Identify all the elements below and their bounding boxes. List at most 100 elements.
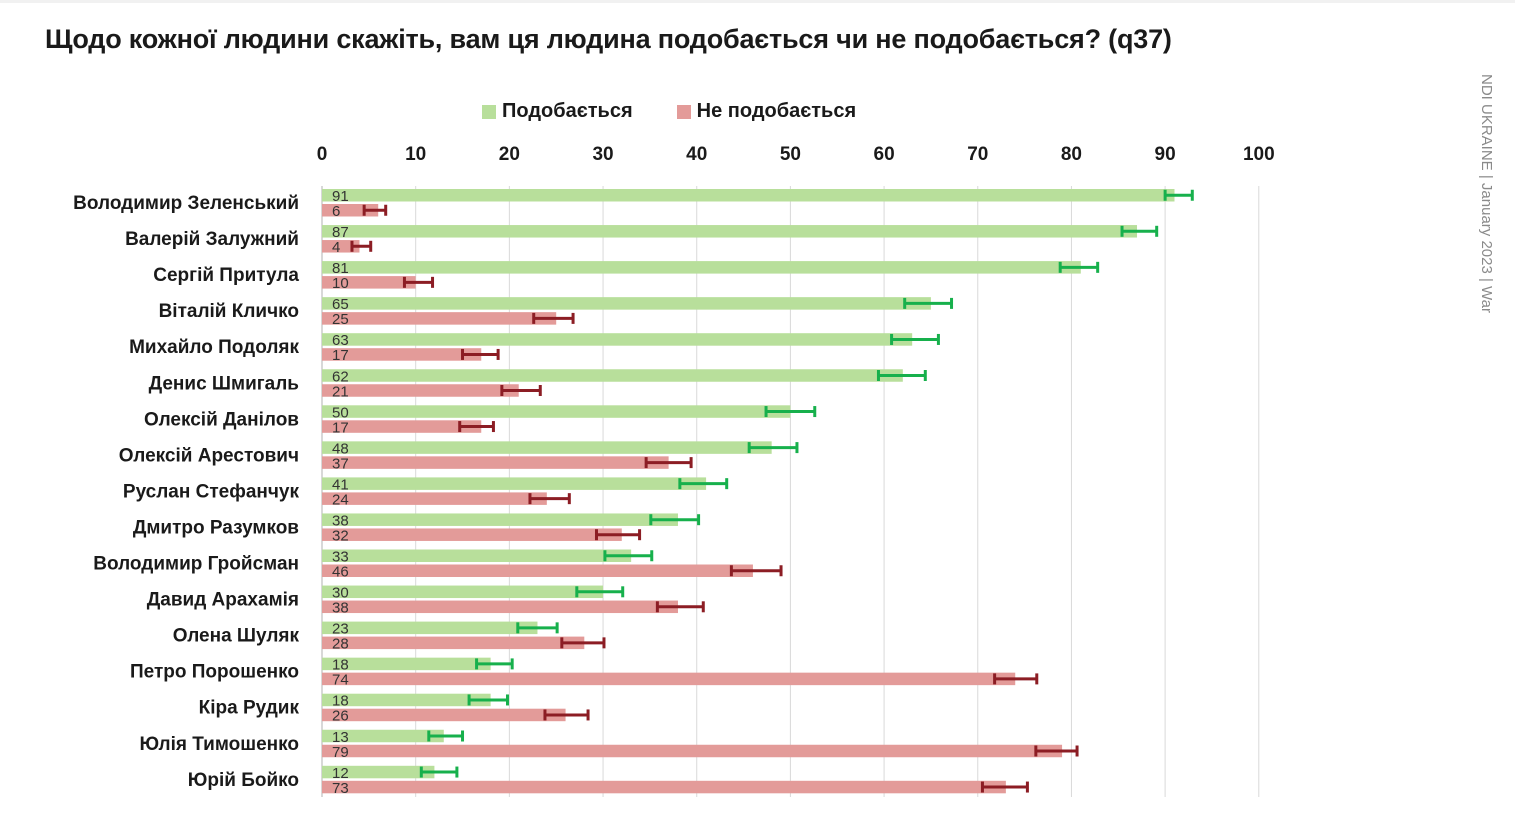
data-label-like: 81 bbox=[332, 260, 349, 277]
bar-like bbox=[322, 621, 538, 635]
x-tick-label: 70 bbox=[967, 144, 988, 165]
bar-dislike bbox=[322, 456, 669, 469]
data-label-dislike: 21 bbox=[332, 383, 349, 400]
data-label-dislike: 37 bbox=[332, 455, 349, 472]
legend-label-dislike: Не подобається bbox=[696, 100, 857, 122]
bar-dislike bbox=[322, 384, 519, 397]
x-tick-label: 100 bbox=[1243, 144, 1275, 165]
data-label-like: 23 bbox=[332, 621, 349, 638]
data-label-like: 18 bbox=[332, 657, 349, 674]
data-label-like: 18 bbox=[332, 693, 349, 710]
bar-like bbox=[322, 729, 444, 743]
legend-label-like: Подобається bbox=[502, 100, 633, 122]
category-label: Валерій Залужний bbox=[125, 229, 299, 250]
bar-like bbox=[322, 225, 1138, 238]
data-label-like: 87 bbox=[332, 224, 349, 241]
data-label-dislike: 38 bbox=[332, 600, 349, 617]
bar-like bbox=[322, 549, 632, 562]
data-label-dislike: 26 bbox=[332, 708, 349, 725]
bar-dislike bbox=[322, 528, 622, 541]
bar-like bbox=[322, 585, 604, 599]
category-label: Денис Шмигаль bbox=[149, 373, 299, 394]
data-label-like: 62 bbox=[332, 368, 349, 385]
x-tick-label: 30 bbox=[592, 144, 613, 165]
category-label: Юрій Бойко bbox=[188, 770, 299, 791]
x-tick-label: 20 bbox=[499, 144, 520, 165]
data-label-dislike: 32 bbox=[332, 527, 349, 544]
data-label-dislike: 28 bbox=[332, 636, 349, 653]
bar-dislike bbox=[322, 744, 1063, 758]
category-label: Давид Арахамія bbox=[147, 590, 299, 611]
bar-dislike bbox=[322, 348, 482, 361]
data-label-like: 63 bbox=[332, 332, 349, 349]
legend-swatch-like bbox=[482, 104, 496, 119]
bar-like bbox=[322, 369, 903, 382]
bar-like bbox=[322, 261, 1081, 274]
category-label: Володимир Зеленський bbox=[73, 193, 299, 214]
chart-title: Щодо кожної людини скажіть, вам ця людин… bbox=[45, 24, 1172, 54]
category-label: Володимир Гройсман bbox=[93, 554, 299, 575]
source-note: NDI UKRAINE | January 2023 | War bbox=[1478, 74, 1495, 313]
data-label-like: 50 bbox=[332, 404, 349, 421]
data-label-dislike: 17 bbox=[332, 347, 349, 364]
legend-swatch-dislike bbox=[676, 104, 691, 119]
data-label-dislike: 74 bbox=[332, 672, 349, 689]
data-label-like: 48 bbox=[332, 440, 349, 457]
bar-dislike bbox=[322, 672, 1016, 686]
data-label-dislike: 10 bbox=[332, 275, 349, 292]
bar-dislike bbox=[322, 240, 360, 253]
bar-dislike bbox=[322, 636, 585, 650]
category-label: Сергій Притула bbox=[153, 265, 299, 286]
category-label: Михайло Подоляк bbox=[129, 337, 299, 358]
bar-like bbox=[322, 333, 913, 346]
data-label-dislike: 17 bbox=[332, 419, 349, 436]
bar-like bbox=[322, 513, 678, 526]
data-label-like: 91 bbox=[332, 188, 349, 205]
category-label: Юлія Тимошенко bbox=[139, 734, 299, 755]
x-tick-label: 90 bbox=[1155, 144, 1176, 165]
data-label-dislike: 46 bbox=[332, 564, 349, 581]
x-tick-label: 60 bbox=[874, 144, 895, 165]
x-tick-label: 10 bbox=[405, 144, 426, 165]
data-label-like: 38 bbox=[332, 512, 349, 529]
bar-like bbox=[322, 477, 707, 490]
bar-dislike bbox=[322, 600, 678, 614]
bar-dislike bbox=[322, 276, 416, 289]
data-label-dislike: 24 bbox=[332, 491, 349, 508]
data-label-like: 13 bbox=[332, 729, 349, 746]
bar-like bbox=[322, 765, 435, 779]
legend-item-dislike: Не подобається bbox=[676, 100, 857, 123]
top-rule bbox=[0, 0, 1515, 3]
category-label: Руслан Стефанчук bbox=[123, 481, 300, 502]
data-label-like: 65 bbox=[332, 296, 349, 313]
legend-item-like: Подобається bbox=[482, 100, 633, 123]
category-label: Олексій Данілов bbox=[144, 409, 299, 430]
category-label: Олексій Арестович bbox=[119, 445, 299, 466]
bar-like bbox=[322, 441, 772, 454]
data-label-like: 30 bbox=[332, 585, 349, 602]
data-label-like: 41 bbox=[332, 476, 349, 493]
bar-dislike bbox=[322, 564, 753, 577]
data-label-like: 33 bbox=[332, 549, 349, 566]
data-label-dislike: 73 bbox=[332, 780, 349, 797]
bar-dislike bbox=[322, 492, 547, 505]
bar-dislike bbox=[322, 312, 557, 325]
data-label-dislike: 79 bbox=[332, 744, 349, 761]
x-tick-label: 40 bbox=[686, 144, 707, 165]
category-label: Кіра Рудик bbox=[199, 698, 300, 719]
bar-like bbox=[322, 405, 791, 418]
bar-dislike bbox=[322, 708, 566, 722]
bar-like bbox=[322, 693, 491, 707]
bar-like bbox=[322, 657, 491, 671]
bar-like bbox=[322, 297, 931, 310]
x-tick-label: 50 bbox=[780, 144, 801, 165]
legend: Подобається Не подобається bbox=[482, 100, 856, 123]
x-tick-label: 0 bbox=[317, 144, 328, 165]
bar-like bbox=[322, 189, 1175, 202]
category-label: Віталій Кличко bbox=[159, 301, 299, 322]
bar-dislike bbox=[322, 420, 482, 433]
data-label-like: 12 bbox=[332, 765, 349, 782]
bar-dislike bbox=[322, 780, 1006, 794]
data-label-dislike: 4 bbox=[332, 239, 340, 256]
